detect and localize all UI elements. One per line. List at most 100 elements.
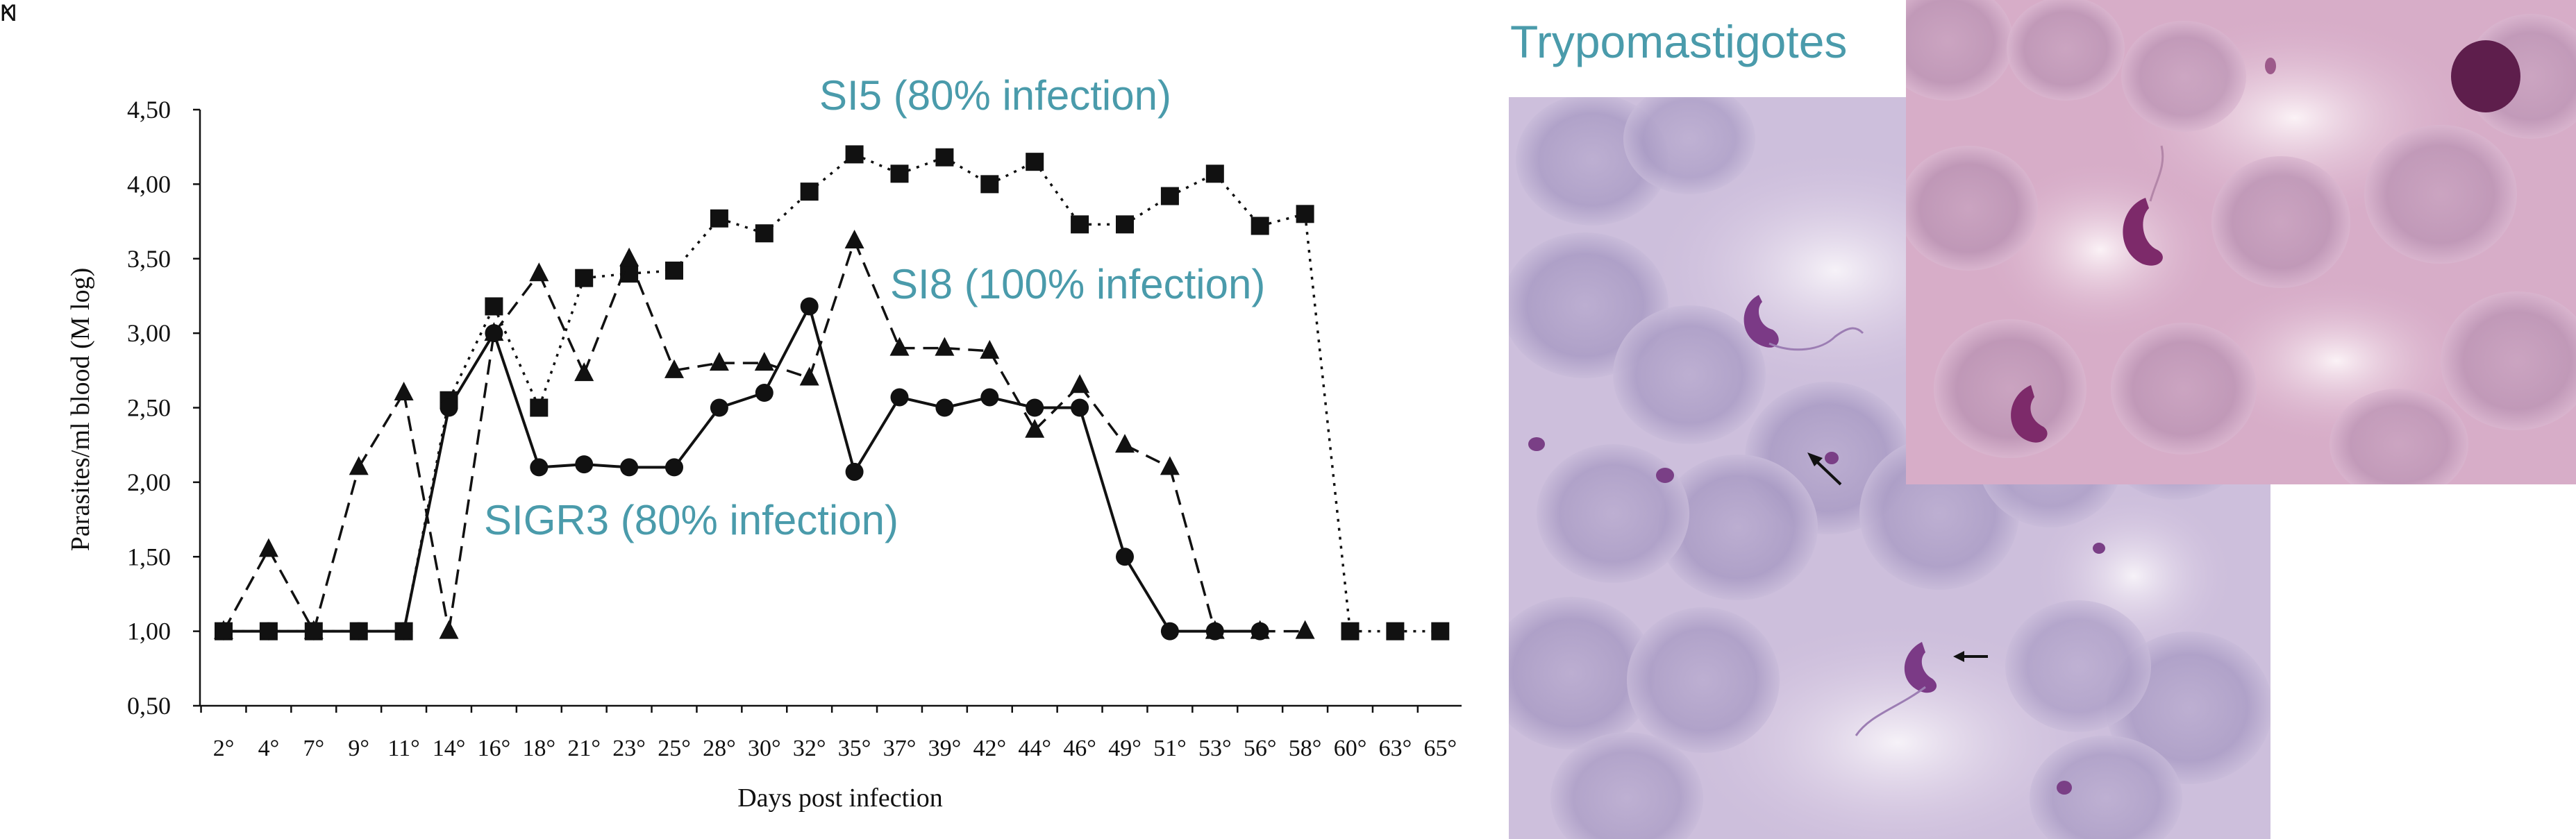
series-line-segment (944, 346, 990, 353)
series-marker-circle (349, 622, 368, 641)
series-line-segment (493, 273, 540, 334)
series-line-segment (447, 305, 495, 401)
arrow-label-k: K (0, 0, 16, 26)
x-tick-label: 11° (387, 736, 419, 761)
series-line-segment (402, 407, 451, 632)
series-marker-circle (800, 297, 819, 316)
x-tick-label: 51° (1153, 736, 1187, 761)
x-tick-label: 39° (928, 736, 962, 761)
series-line-segment (1033, 161, 1081, 226)
x-tick-label: 28° (703, 736, 736, 761)
series-marker-triangle (799, 366, 819, 386)
series-marker-triangle (1070, 374, 1090, 393)
x-tick-label: 53° (1198, 736, 1232, 761)
x-tick-label: 42° (973, 736, 1006, 761)
series-line-segment (763, 305, 811, 393)
y-axis-title: Parasites/ml blood (M log) (66, 268, 95, 551)
series-line-segment (808, 305, 856, 473)
x-tick-label: 2° (213, 736, 235, 761)
y-tick-label: 2,00 (127, 468, 171, 496)
series-line-segment (267, 548, 315, 632)
series-marker-circle (1116, 548, 1134, 566)
x-tick-label: 60° (1334, 736, 1367, 761)
series-marker-circle (1026, 398, 1044, 417)
series-marker-triangle (574, 362, 594, 382)
series-marker-triangle (258, 538, 278, 557)
series-marker-triangle (844, 229, 864, 248)
x-tick-label: 58° (1289, 736, 1322, 761)
series-line-segment (1078, 384, 1126, 446)
series-marker-square (1026, 153, 1044, 171)
series-marker-circle (215, 622, 233, 641)
series-marker-circle (259, 622, 278, 641)
y-tick-label: 3,00 (127, 319, 171, 347)
parasitemia-line-chart: 0,50 1,00 1,50 2,00 2,50 3,00 3,50 4,00 4,50 2° 4°… (66, 72, 1462, 813)
series-marker-circle (980, 388, 999, 407)
series-marker-triangle (754, 352, 774, 371)
series-marker-triangle (1295, 620, 1315, 639)
series-marker-square (665, 261, 683, 280)
series-label: SI8 (100% infection) (890, 261, 1265, 307)
series-marker-circle (575, 455, 594, 474)
x-tick-label: 30° (748, 736, 781, 761)
series-marker-square (890, 164, 909, 183)
series-line-segment (492, 332, 541, 468)
series-marker-triangle (349, 456, 369, 475)
series-line-segment (1123, 556, 1171, 632)
series-marker-square (1116, 215, 1134, 234)
x-tick-label: 49° (1108, 736, 1141, 761)
micrograph-panel-title: Trypomastigotes (1510, 16, 1848, 67)
series-line-segment (312, 466, 360, 632)
x-tick-label: 44° (1018, 736, 1051, 761)
series-line-segment (222, 548, 270, 632)
series-marker-circle (440, 398, 458, 417)
series-marker-triangle (1115, 434, 1135, 453)
series-line-segment (1303, 214, 1352, 632)
series-line-segment (537, 278, 585, 409)
trypomastigotes-micrograph-upper (1906, 0, 2576, 484)
series-line-segment (808, 240, 856, 379)
series-marker-circle (710, 398, 728, 417)
series-line-segment (853, 396, 901, 473)
series-marker-square (1431, 622, 1450, 641)
series-marker-square (1296, 205, 1314, 223)
series-line-segment (402, 392, 451, 632)
x-tick-label: 37° (883, 736, 917, 761)
series-marker-circle (1071, 398, 1089, 417)
series-marker-triangle (394, 382, 414, 401)
series-marker-square (575, 269, 594, 287)
series-marker-triangle (709, 352, 729, 371)
series-marker-circle (304, 622, 323, 641)
x-tick-label: 46° (1063, 736, 1096, 761)
series-marker-circle (845, 462, 864, 481)
series-line-segment (537, 273, 585, 374)
series-marker-triangle (619, 247, 639, 266)
series-marker-triangle (529, 262, 549, 282)
series-marker-square (1341, 622, 1360, 641)
series-marker-square (1160, 187, 1179, 205)
series-marker-square (800, 183, 819, 201)
series-marker-square (1205, 164, 1224, 183)
series-line-segment (673, 407, 721, 468)
x-axis-title: Days post infection (737, 783, 943, 813)
series-line-segment (1169, 466, 1216, 632)
x-tick-label: 9° (348, 736, 369, 761)
x-tick-label: 18° (522, 736, 555, 761)
x-tick-label: 21° (567, 736, 601, 761)
series-marker-circle (1251, 622, 1269, 641)
series-marker-circle (890, 388, 909, 407)
series-marker-square (935, 148, 954, 167)
x-tick-label: 65° (1423, 736, 1457, 761)
series-line-segment (583, 258, 630, 374)
x-tick-label: 32° (793, 736, 826, 761)
series-marker-square (1386, 622, 1405, 641)
x-tick-label: 35° (838, 736, 871, 761)
series-line-segment (447, 332, 496, 632)
series-line-segment (674, 362, 720, 372)
series-marker-circle (935, 398, 954, 417)
x-tick-label: 23° (612, 736, 646, 761)
series-marker-square (1251, 217, 1269, 235)
y-tick-label: 3,50 (127, 245, 171, 273)
x-tick-label: 4° (258, 736, 280, 761)
series-marker-square (1071, 215, 1089, 234)
